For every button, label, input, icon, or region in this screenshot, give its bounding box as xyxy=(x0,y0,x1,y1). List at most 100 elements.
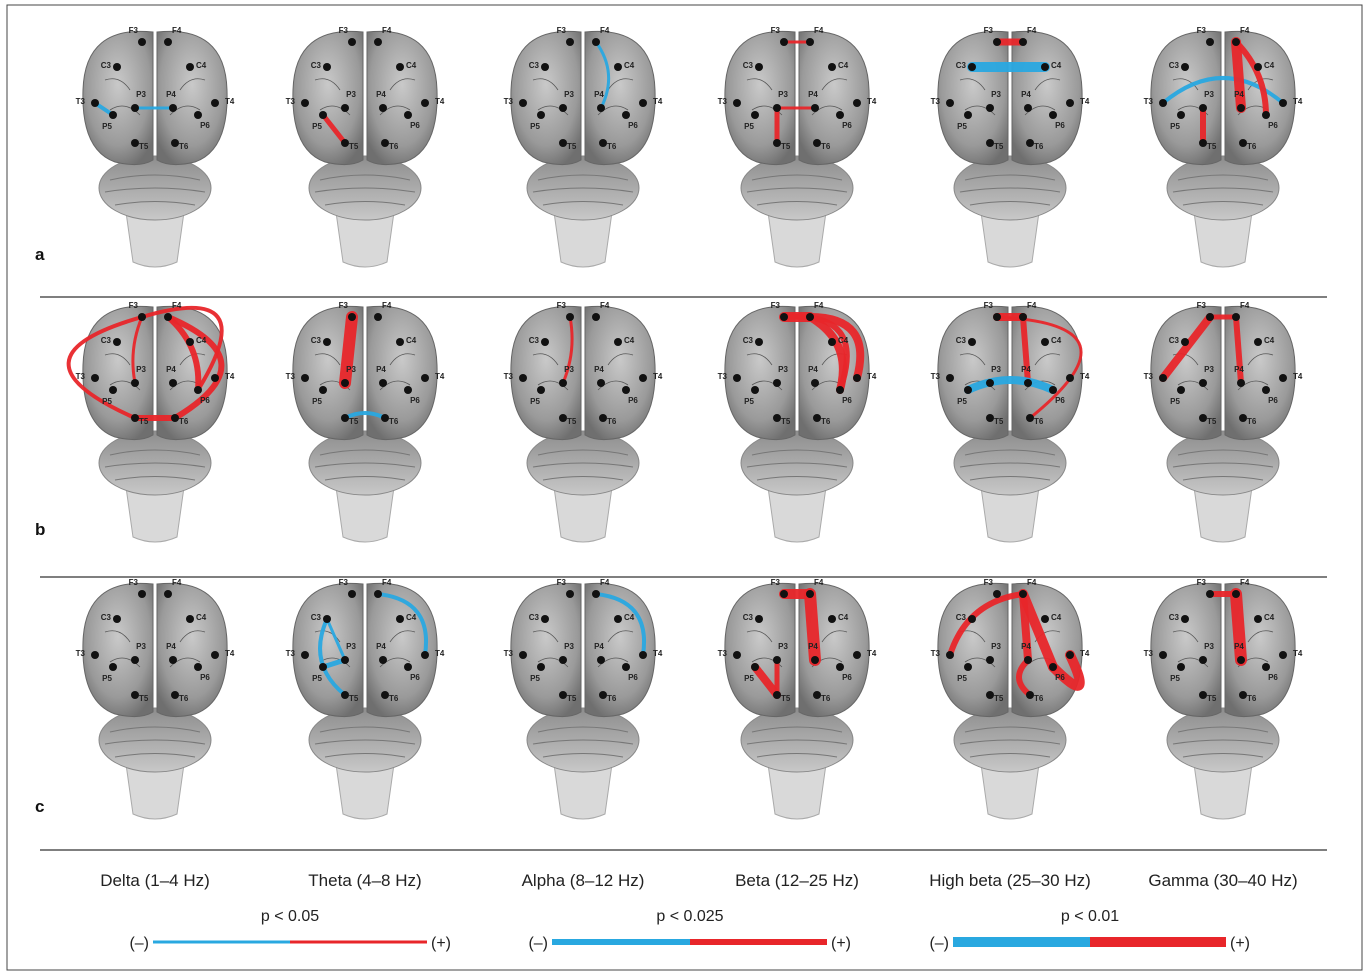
electrode xyxy=(1262,386,1270,394)
electrode xyxy=(622,663,630,671)
electrode-label: C4 xyxy=(624,613,635,622)
electrode xyxy=(1159,651,1167,659)
electrode-label: T6 xyxy=(821,694,831,703)
electrode-label: T6 xyxy=(179,142,189,151)
electrode-label: T6 xyxy=(389,142,399,151)
electrode-label: P5 xyxy=(957,674,967,683)
electrode-label: F4 xyxy=(1027,578,1037,587)
electrode xyxy=(1181,63,1189,71)
electrode xyxy=(773,691,781,699)
electrode-label: F4 xyxy=(600,26,610,35)
electrode-label: C3 xyxy=(311,613,322,622)
electrode xyxy=(751,663,759,671)
electrode-label: T5 xyxy=(1207,694,1217,703)
electrode xyxy=(1199,139,1207,147)
electrode xyxy=(1181,615,1189,623)
electrode xyxy=(566,38,574,46)
electrode-label: P5 xyxy=(957,397,967,406)
electrode xyxy=(1024,656,1032,664)
electrode xyxy=(1177,386,1185,394)
electrode xyxy=(537,386,545,394)
electrode xyxy=(836,663,844,671)
electrode-label: T4 xyxy=(1080,97,1090,106)
electrode xyxy=(755,63,763,71)
electrode-label: P4 xyxy=(808,90,818,99)
electrode xyxy=(1237,656,1245,664)
electrode xyxy=(541,615,549,623)
electrode-label: T3 xyxy=(931,97,941,106)
electrode-label: P4 xyxy=(376,365,386,374)
electrode-label: C3 xyxy=(101,336,112,345)
electrode-label: P5 xyxy=(744,397,754,406)
electrode-label: C4 xyxy=(406,336,417,345)
panel-label: c xyxy=(35,797,44,816)
electrode-label: P4 xyxy=(808,365,818,374)
electrode-label: P4 xyxy=(1234,90,1244,99)
electrode-label: T5 xyxy=(994,694,1004,703)
electrode-label: F3 xyxy=(557,301,567,310)
electrode-label: F3 xyxy=(557,26,567,35)
electrode-label: F4 xyxy=(1240,301,1250,310)
electrode xyxy=(1262,663,1270,671)
electrode-label: P3 xyxy=(778,365,788,374)
electrode-label: P6 xyxy=(628,396,638,405)
electrode xyxy=(1237,379,1245,387)
electrode-label: T5 xyxy=(781,417,791,426)
electrode-label: F3 xyxy=(1197,578,1207,587)
electrode-label: P3 xyxy=(564,90,574,99)
electrode-label: T6 xyxy=(389,694,399,703)
electrode-label: T3 xyxy=(1144,649,1154,658)
electrode xyxy=(319,386,327,394)
electrode-label: T5 xyxy=(781,142,791,151)
electrode-label: P6 xyxy=(1055,396,1065,405)
electrode-label: T5 xyxy=(994,142,1004,151)
electrode xyxy=(1199,691,1207,699)
electrode xyxy=(381,691,389,699)
electrode-label: P5 xyxy=(102,397,112,406)
electrode-label: T3 xyxy=(286,372,296,381)
electrode xyxy=(811,104,819,112)
electrode xyxy=(1199,656,1207,664)
band-label: Theta (4–8 Hz) xyxy=(308,871,421,890)
electrode xyxy=(599,139,607,147)
electrode xyxy=(811,379,819,387)
electrode-label: C3 xyxy=(1169,61,1180,70)
electrode xyxy=(559,139,567,147)
brain-panel: F3F4C3C4T3T4P3P4P5P6T5T6 xyxy=(718,26,877,267)
electrode-label: T5 xyxy=(1207,417,1217,426)
electrode xyxy=(559,656,567,664)
band-label: High beta (25–30 Hz) xyxy=(929,871,1091,890)
electrode xyxy=(599,414,607,422)
electrode xyxy=(374,38,382,46)
electrode xyxy=(780,313,788,321)
electrode-label: T6 xyxy=(179,694,189,703)
electrode-label: F4 xyxy=(1240,26,1250,35)
electrode xyxy=(519,651,527,659)
electrode-label: F3 xyxy=(771,301,781,310)
electrode-label: T5 xyxy=(567,694,577,703)
legend-pos-sign: (+) xyxy=(431,935,451,952)
electrode xyxy=(131,379,139,387)
electrode-label: F4 xyxy=(1027,301,1037,310)
electrode xyxy=(968,338,976,346)
electrode xyxy=(1066,99,1074,107)
brain-panel: F3F4C3C4T3T4P3P4P5P6T5T6 xyxy=(718,578,877,819)
electrode xyxy=(211,374,219,382)
electrode-label: T4 xyxy=(1293,649,1303,658)
electrode-label: C3 xyxy=(956,61,967,70)
electrode-label: T4 xyxy=(867,649,877,658)
electrode xyxy=(1024,104,1032,112)
electrode-label: C3 xyxy=(743,613,754,622)
electrode-label: P5 xyxy=(530,122,540,131)
electrode-label: T3 xyxy=(1144,97,1154,106)
electrode-label: P3 xyxy=(136,90,146,99)
electrode-label: C3 xyxy=(529,613,540,622)
electrode xyxy=(1026,691,1034,699)
electrode xyxy=(396,338,404,346)
electrode-label: F3 xyxy=(984,301,994,310)
electrode xyxy=(755,615,763,623)
electrode-label: T5 xyxy=(994,417,1004,426)
electrode xyxy=(109,111,117,119)
electrode xyxy=(1232,590,1240,598)
